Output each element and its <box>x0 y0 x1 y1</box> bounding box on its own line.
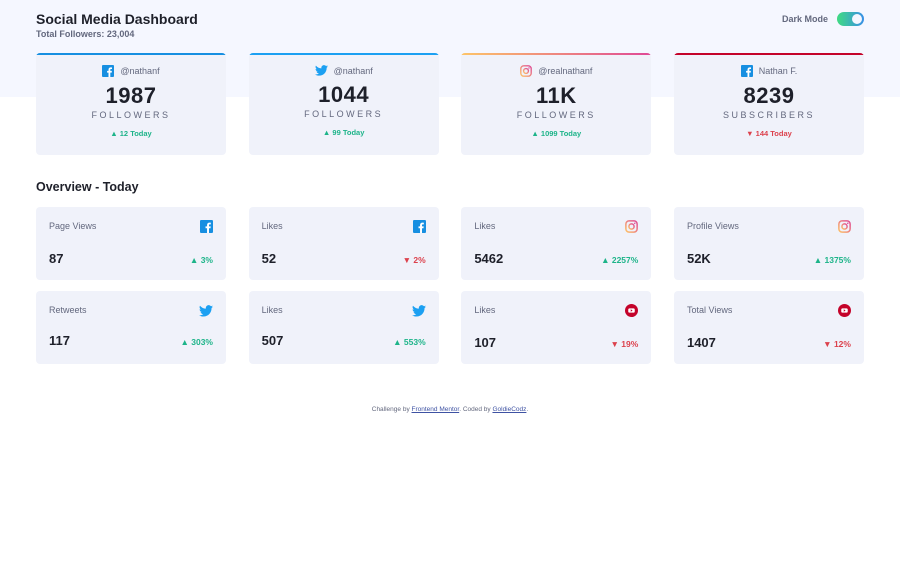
metric-change: ▼ 12% <box>823 339 851 349</box>
up-arrow-icon: ▲ <box>531 129 541 138</box>
overview-card[interactable]: Likes 507 ▲ 553% <box>248 291 439 364</box>
handle-text: @nathanf <box>120 66 160 76</box>
up-arrow-icon: ▲ <box>110 129 120 138</box>
follower-count: 11K <box>535 83 577 108</box>
card-handle: @nathanf <box>36 65 226 77</box>
metric-change: ▼ 2% <box>402 255 426 265</box>
overview-title: Overview - Today <box>36 180 139 194</box>
instagram-icon <box>625 220 639 238</box>
overview-card[interactable]: Likes 107 ▼ 19% <box>461 291 652 364</box>
up-arrow-icon: ▲ <box>189 255 201 265</box>
metric-value: 1407 <box>686 335 716 350</box>
metric-value: 107 <box>474 335 497 350</box>
toggle-knob <box>852 14 862 24</box>
overview-card[interactable]: Profile Views 52K ▲ 1375% <box>673 207 864 280</box>
twitter-icon <box>199 304 213 322</box>
down-arrow-icon: ▼ <box>746 129 756 138</box>
metric-label: Retweets <box>49 305 87 315</box>
metric-label: Likes <box>261 305 283 315</box>
follower-count: 1044 <box>318 82 370 107</box>
handle-text: @realnathanf <box>538 66 593 76</box>
facebook-icon <box>740 65 753 77</box>
dark-mode-label: Dark Mode <box>781 14 828 24</box>
overview-card[interactable]: Retweets 117 ▲ 303% <box>36 291 226 364</box>
metric-label: Page Views <box>49 221 97 231</box>
metric-value: 5462 <box>474 251 504 266</box>
follower-count: 1987 <box>105 83 157 108</box>
card-handle: Nathan F. <box>674 65 864 77</box>
down-arrow-icon: ▼ <box>402 255 414 265</box>
card-handle: @nathanf <box>249 65 439 76</box>
youtube-icon <box>625 304 639 322</box>
follower-card-twitter[interactable]: @nathanf 1044 FOLLOWERS ▲ 99 Today <box>248 53 439 155</box>
facebook-icon <box>412 220 426 238</box>
down-arrow-icon: ▼ <box>823 339 834 349</box>
card-accent-bar <box>461 53 652 55</box>
handle-text: @nathanf <box>333 65 373 76</box>
facebook-icon <box>102 65 115 77</box>
up-arrow-icon: ▲ <box>393 337 404 347</box>
metric-label: Likes <box>474 305 496 315</box>
follower-card-facebook[interactable]: @nathanf 1987 FOLLOWERS ▲ 12 Today <box>36 53 226 155</box>
metric-value: 507 <box>261 333 284 348</box>
down-arrow-icon: ▼ <box>610 339 622 349</box>
card-accent-bar <box>673 53 864 55</box>
up-arrow-icon: ▲ <box>601 255 612 265</box>
metric-label: Likes <box>261 221 283 231</box>
handle-text: Nathan F. <box>758 66 798 76</box>
metric-value: 52 <box>261 251 277 266</box>
metric-label: Likes <box>474 221 496 231</box>
overview-card[interactable]: Likes 52 ▼ 2% <box>248 207 439 280</box>
follower-label: FOLLOWERS <box>304 109 384 119</box>
attribution-footer: Challenge by Frontend Mentor. Coded by G… <box>371 406 529 413</box>
frontend-mentor-link[interactable]: Frontend Mentor <box>411 406 460 413</box>
up-arrow-icon: ▲ <box>180 337 192 347</box>
up-arrow-icon: ▲ <box>813 255 825 265</box>
author-link[interactable]: GoldieCodz <box>492 406 527 413</box>
card-accent-bar <box>36 53 226 55</box>
facebook-icon <box>200 220 213 238</box>
metric-change: ▼ 19% <box>610 339 639 349</box>
metric-change: ▲ 3% <box>189 255 213 265</box>
dashboard-header: Social Media Dashboard Total Followers: … <box>36 10 864 44</box>
overview-grid: Page Views 87 ▲ 3% Likes 52 ▼ 2% Likes 5… <box>36 207 864 364</box>
metric-label: Profile Views <box>686 221 739 231</box>
overview-card[interactable]: Total Views 1407 ▼ 12% <box>673 291 864 364</box>
metric-label: Total Views <box>686 305 733 315</box>
follower-label: FOLLOWERS <box>91 110 171 120</box>
follower-cards: @nathanf 1987 FOLLOWERS ▲ 12 Today @nath… <box>36 53 864 155</box>
overview-card[interactable]: Likes 5462 ▲ 2257% <box>461 207 652 280</box>
metric-change: ▲ 553% <box>393 337 426 347</box>
follower-label: SUBSCRIBERS <box>722 110 815 120</box>
follower-label: FOLLOWERS <box>516 110 596 120</box>
total-followers: Total Followers: 23,004 <box>36 29 135 39</box>
card-accent-bar <box>248 53 439 55</box>
metric-change: ▲ 2257% <box>601 255 639 265</box>
card-handle: @realnathanf <box>461 65 651 77</box>
today-change: ▲ 1099 Today <box>531 129 582 138</box>
metric-change: ▲ 1375% <box>813 255 851 265</box>
twitter-icon <box>411 304 426 322</box>
overview-card[interactable]: Page Views 87 ▲ 3% <box>36 207 226 280</box>
follower-count: 8239 <box>743 83 795 108</box>
dark-mode-toggle[interactable] <box>837 12 864 26</box>
metric-value: 52K <box>686 251 711 266</box>
today-change: ▲ 12 Today <box>110 129 152 138</box>
metric-value: 117 <box>49 333 70 348</box>
follower-card-instagram[interactable]: @realnathanf 11K FOLLOWERS ▲ 1099 Today <box>461 53 652 155</box>
page-title: Social Media Dashboard <box>36 11 198 27</box>
today-change: ▼ 144 Today <box>746 129 792 138</box>
follower-card-youtube[interactable]: Nathan F. 8239 SUBSCRIBERS ▼ 144 Today <box>673 53 864 155</box>
today-change: ▲ 99 Today <box>322 128 365 137</box>
metric-change: ▲ 303% <box>180 337 213 347</box>
up-arrow-icon: ▲ <box>322 128 333 137</box>
metric-value: 87 <box>49 251 64 266</box>
twitter-icon <box>314 65 328 76</box>
dark-mode-control: Dark Mode <box>782 12 864 26</box>
youtube-icon <box>837 304 851 322</box>
instagram-icon <box>520 65 533 77</box>
instagram-icon <box>838 220 851 238</box>
